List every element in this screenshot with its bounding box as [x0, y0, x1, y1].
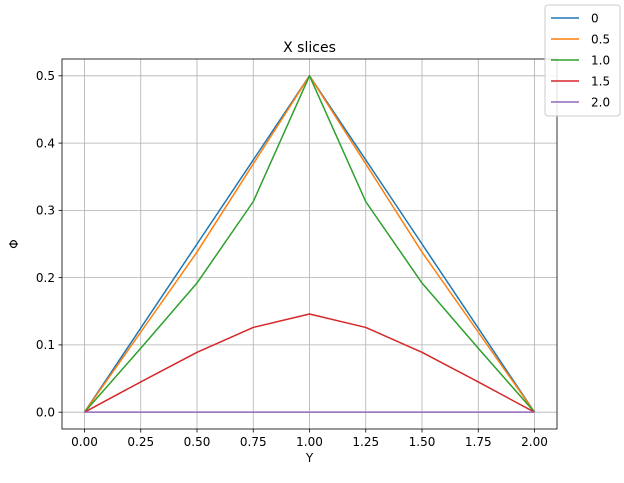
x-tick-label: 0.75 — [240, 435, 267, 449]
x-tick-label: 1.00 — [296, 435, 323, 449]
y-tick-label: 0.5 — [36, 69, 55, 83]
y-tick-label: 0.0 — [36, 405, 55, 419]
legend-label: 0.5 — [591, 32, 610, 46]
series-line-1.5 — [84, 313, 535, 413]
y-axis-title: Φ — [7, 239, 21, 248]
y-tick-label: 0.2 — [36, 271, 55, 285]
legend: 0 0.5 1.0 1.5 2.0 — [544, 4, 621, 117]
x-axis-title: Y — [305, 451, 314, 465]
y-tick-label: 0.3 — [36, 204, 55, 218]
legend-label: 0 — [591, 11, 599, 25]
series-line-1.0 — [83, 75, 536, 413]
legend-box — [544, 4, 621, 117]
axis-ticks: 0.00 0.25 0.50 0.75 1.00 1.25 1.50 1.75 2.00 0.0 0… — [36, 69, 548, 449]
y-tick-label: 0.1 — [36, 338, 55, 352]
x-tick-label: 0.50 — [184, 435, 211, 449]
x-tick-label: 0.25 — [127, 435, 154, 449]
x-tick-label: 0.00 — [71, 435, 98, 449]
x-tick-label: 2.00 — [521, 435, 548, 449]
series-lines — [83, 75, 536, 413]
x-tick-label: 1.75 — [465, 435, 492, 449]
x-tick-label: 1.50 — [409, 435, 436, 449]
legend-label: 1.5 — [591, 74, 610, 88]
y-tick-label: 0.4 — [36, 136, 55, 150]
grid — [62, 59, 557, 429]
legend-label: 1.0 — [591, 53, 610, 67]
x-tick-label: 1.25 — [352, 435, 379, 449]
chart-title: X slices — [283, 40, 336, 56]
legend-label: 2.0 — [591, 95, 610, 109]
